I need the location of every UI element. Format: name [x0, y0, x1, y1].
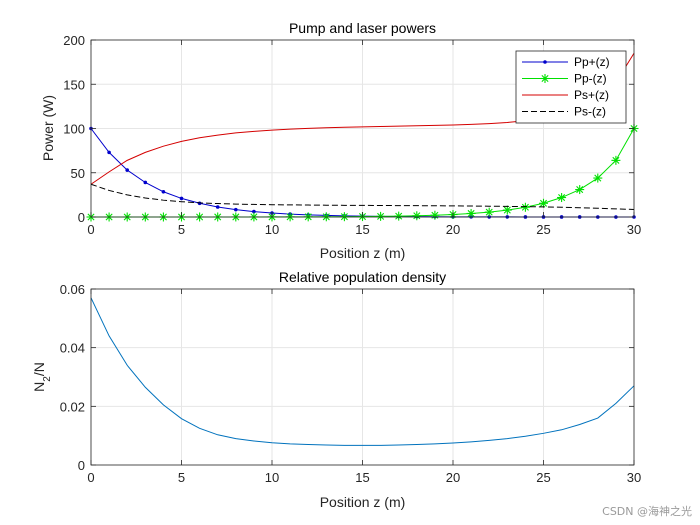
x-tick-label: 30: [627, 470, 641, 485]
x-tick-label: 25: [536, 470, 550, 485]
legend-label: Pp+(z): [574, 55, 610, 69]
x-tick-label: 5: [178, 222, 185, 237]
data-point: [539, 198, 548, 208]
axes-relative-population-density: 0 5 10 15 20 25 30 0 0.02 0.04 0.06 Relative popul…: [31, 269, 641, 510]
y-tick-label: 50: [71, 166, 85, 181]
x-tick-label: 30: [627, 222, 641, 237]
watermark: CSDN @海神之光: [602, 505, 692, 518]
data-point: [466, 208, 476, 218]
x-tick-label: 10: [265, 470, 279, 485]
chart-title: Relative population density: [279, 269, 446, 285]
legend: Pp+(z) Pp-(z) Ps+(z) Ps-(z): [515, 50, 627, 124]
x-tick-label: 0: [87, 470, 94, 485]
legend-label: Ps+(z): [574, 88, 609, 102]
chart-title: Pump and laser powers: [289, 20, 436, 36]
y-tick-label: 200: [63, 33, 85, 48]
data-point: [502, 205, 512, 215]
data-point: [412, 211, 422, 221]
y-tick-label: 0.06: [60, 282, 85, 297]
series-line-n2-n: [90, 297, 635, 446]
data-point: [394, 211, 404, 221]
data-point: [376, 211, 386, 221]
legend-label: Pp-(z): [574, 72, 607, 86]
y-tick-label: 150: [63, 77, 85, 92]
data-point: [575, 185, 585, 195]
legend-label: Ps-(z): [574, 105, 606, 119]
x-tick-label: 10: [265, 222, 279, 237]
data-point: [611, 155, 621, 165]
x-tick-label: 15: [355, 222, 369, 237]
y-tick-label: 0: [78, 210, 85, 225]
data-point: [161, 189, 166, 194]
x-tick-label: 0: [87, 222, 94, 237]
x-tick-label: 20: [446, 470, 460, 485]
data-point: [484, 207, 494, 217]
data-point: [179, 196, 184, 201]
x-axis-label: Position z (m): [320, 245, 406, 261]
x-tick-label: 25: [536, 222, 550, 237]
ticks: 0 5 10 15 20 25 30 0 50 100 150 200: [63, 33, 641, 237]
y-tick-label: 0.02: [60, 399, 85, 414]
plot-area: [90, 297, 635, 446]
x-tick-label: 15: [355, 470, 369, 485]
y-tick-label: 0.04: [60, 341, 85, 356]
y-tick-label: 0: [78, 458, 85, 473]
data-point: [107, 150, 111, 155]
x-tick-label: 5: [178, 470, 185, 485]
x-tick-label: 20: [446, 222, 460, 237]
y-axis-label: N2/N: [31, 362, 53, 392]
y-tick-label: 100: [63, 122, 85, 137]
data-point: [143, 180, 148, 185]
data-point: [593, 173, 603, 183]
axes-pump-laser-powers: 0 5 10 15 20 25 30 0 50 100 150 200 Pump and laser …: [40, 20, 641, 261]
legend-marker: [543, 60, 547, 64]
data-point: [557, 193, 567, 203]
ticks: 0 5 10 15 20 25 30 0 0.02 0.04 0.06: [60, 282, 642, 485]
data-point: [430, 210, 440, 220]
data-point: [234, 207, 238, 212]
data-point: [125, 168, 129, 172]
y-axis-label: Power (W): [40, 95, 56, 161]
data-point: [520, 202, 530, 212]
data-point: [252, 209, 256, 214]
x-axis-label: Position z (m): [320, 494, 406, 510]
legend-marker: [540, 74, 550, 83]
series-line-Ps-(z): [90, 183, 635, 210]
data-point: [215, 205, 220, 209]
